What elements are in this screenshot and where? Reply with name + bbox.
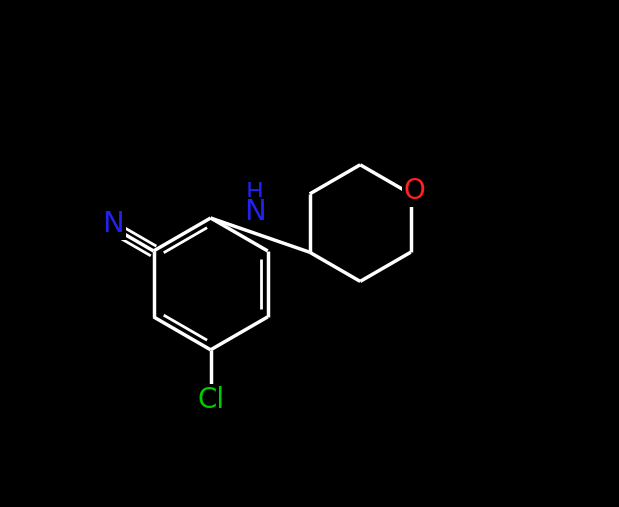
Text: N: N [102, 210, 124, 238]
Text: Cl: Cl [197, 386, 224, 414]
Text: O: O [404, 177, 426, 205]
Text: H: H [246, 180, 264, 205]
Text: N: N [244, 198, 266, 226]
